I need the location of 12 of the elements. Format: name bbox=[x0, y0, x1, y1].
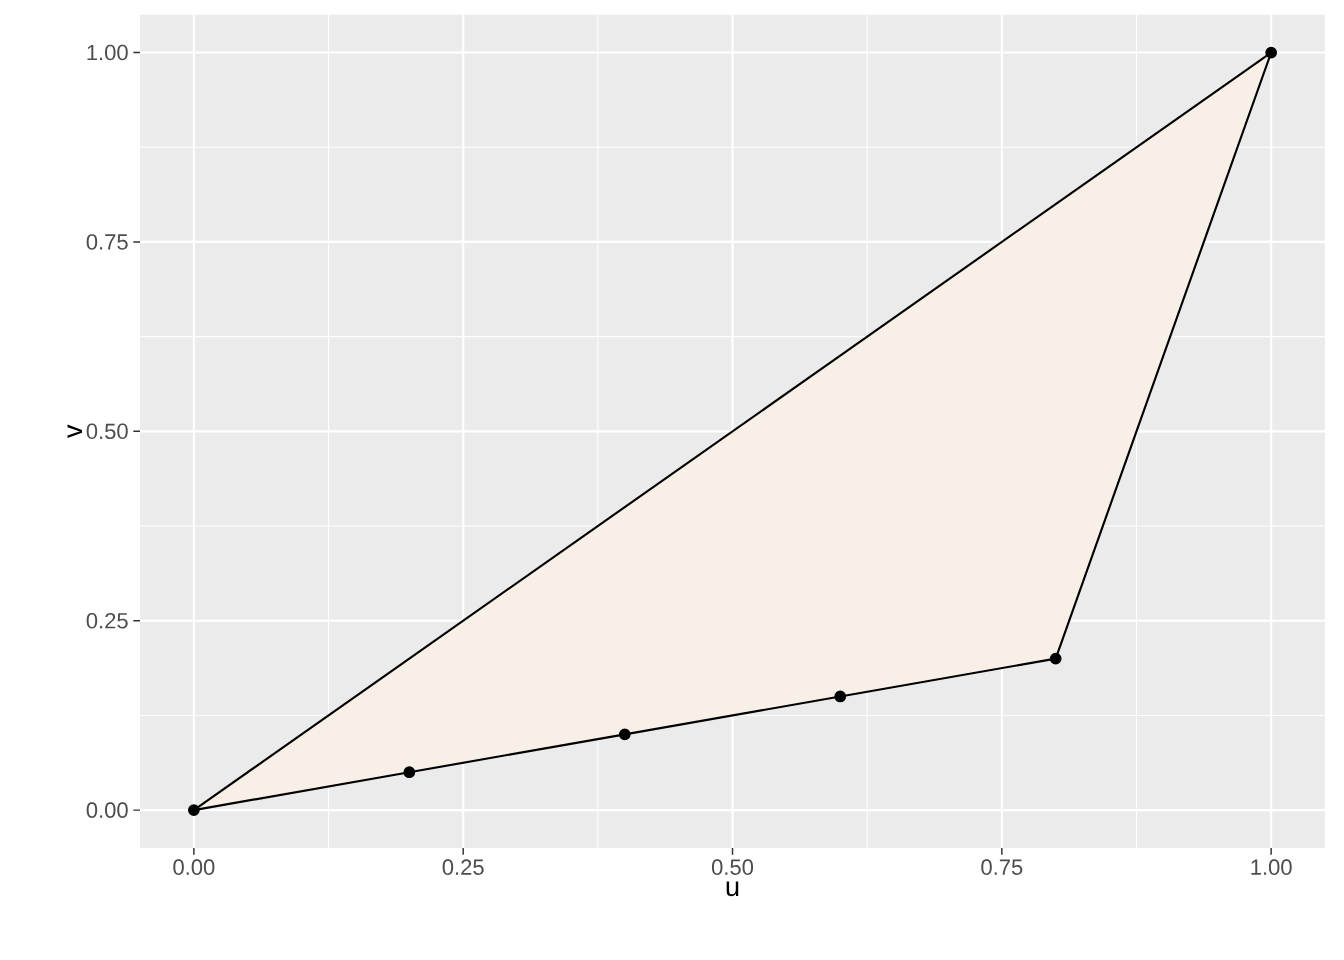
y-axis-title: v bbox=[67, 424, 82, 439]
y-tick-label: 0.25 bbox=[86, 612, 128, 629]
y-tick-label: 0.50 bbox=[86, 423, 128, 440]
x-tick-label: 1.00 bbox=[1251, 859, 1292, 875]
y-tick-label: 1.00 bbox=[87, 44, 128, 61]
x-tick-label: 0.75 bbox=[981, 859, 1023, 875]
y-tick-label: 0.00 bbox=[86, 802, 128, 818]
y-tick-label: 0.75 bbox=[86, 234, 128, 250]
x-tick-label: 0.50 bbox=[711, 859, 754, 875]
x-tick-label: 0.00 bbox=[173, 859, 215, 875]
x-tick-label: 0.25 bbox=[442, 859, 484, 875]
x-axis-title: u bbox=[726, 881, 739, 897]
